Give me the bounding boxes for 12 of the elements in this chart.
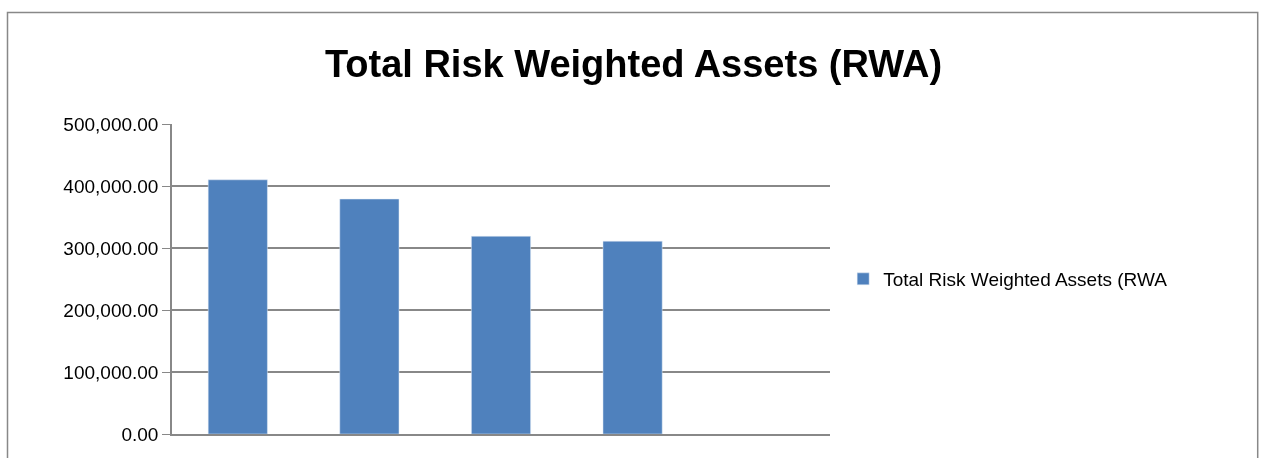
bar xyxy=(471,235,531,434)
bar xyxy=(339,198,400,434)
y-tick-label: 500,000.00 xyxy=(63,113,159,135)
y-tick-label: 0.00 xyxy=(121,423,159,445)
chart-title: Total Risk Weighted Assets (RWA) xyxy=(324,43,943,86)
y-tick-label: 300,000.00 xyxy=(63,237,159,259)
bar xyxy=(207,179,268,434)
bar xyxy=(602,240,663,434)
y-tick-label: 400,000.00 xyxy=(63,175,159,197)
legend-label: Total Risk Weighted Assets (RWA xyxy=(883,269,1168,291)
y-tick-label: 100,000.00 xyxy=(63,361,159,383)
y-tick-label: 200,000.00 xyxy=(63,299,159,321)
